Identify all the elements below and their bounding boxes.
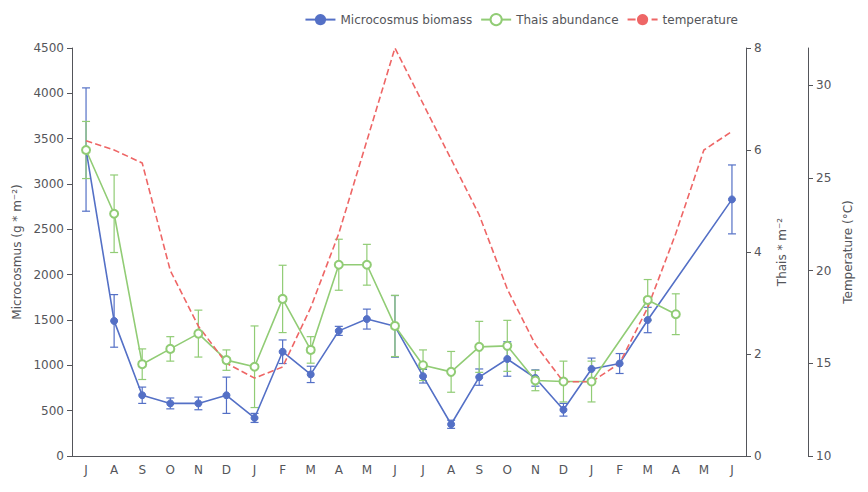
- svg-text:M: M: [643, 463, 653, 477]
- svg-text:6: 6: [754, 143, 762, 157]
- svg-text:15: 15: [816, 356, 831, 370]
- svg-text:S: S: [138, 463, 146, 477]
- svg-text:O: O: [503, 463, 512, 477]
- svg-text:A: A: [672, 463, 681, 477]
- svg-text:25: 25: [816, 171, 831, 185]
- svg-text:O: O: [166, 463, 175, 477]
- svg-text:F: F: [279, 463, 286, 477]
- svg-text:S: S: [475, 463, 483, 477]
- svg-text:Microcosmus (g * m⁻²): Microcosmus (g * m⁻²): [10, 184, 24, 319]
- svg-text:3000: 3000: [33, 177, 64, 191]
- svg-text:A: A: [335, 463, 344, 477]
- svg-text:Temperature (°C): Temperature (°C): [841, 200, 855, 305]
- svg-text:4: 4: [754, 245, 762, 259]
- svg-text:2000: 2000: [33, 268, 64, 282]
- svg-text:500: 500: [41, 404, 64, 418]
- svg-text:D: D: [222, 463, 231, 477]
- svg-text:8: 8: [754, 41, 762, 55]
- svg-text:Thais abundance: Thais abundance: [515, 13, 618, 27]
- svg-text:2500: 2500: [33, 222, 64, 236]
- svg-text:2: 2: [754, 347, 762, 361]
- svg-text:temperature: temperature: [663, 13, 738, 27]
- svg-text:A: A: [110, 463, 119, 477]
- svg-text:4000: 4000: [33, 86, 64, 100]
- svg-text:D: D: [559, 463, 568, 477]
- svg-text:J: J: [729, 463, 734, 477]
- svg-text:J: J: [589, 463, 594, 477]
- svg-text:J: J: [252, 463, 257, 477]
- svg-text:1500: 1500: [33, 313, 64, 327]
- svg-text:A: A: [447, 463, 456, 477]
- svg-text:20: 20: [816, 264, 831, 278]
- svg-text:30: 30: [816, 78, 831, 92]
- svg-text:J: J: [420, 463, 425, 477]
- svg-text:M: M: [362, 463, 372, 477]
- svg-text:3500: 3500: [33, 132, 64, 146]
- svg-text:J: J: [83, 463, 88, 477]
- svg-text:Microcosmus biomass: Microcosmus biomass: [340, 13, 472, 27]
- svg-text:0: 0: [754, 449, 762, 463]
- svg-text:J: J: [392, 463, 397, 477]
- svg-text:4500: 4500: [33, 41, 64, 55]
- svg-text:Thais * m⁻²: Thais * m⁻²: [775, 218, 789, 288]
- svg-text:M: M: [699, 463, 709, 477]
- svg-text:N: N: [531, 463, 540, 477]
- svg-text:1000: 1000: [33, 358, 64, 372]
- svg-text:M: M: [306, 463, 316, 477]
- svg-text:F: F: [616, 463, 623, 477]
- svg-text:0: 0: [56, 449, 64, 463]
- svg-text:N: N: [194, 463, 203, 477]
- svg-text:10: 10: [816, 449, 831, 463]
